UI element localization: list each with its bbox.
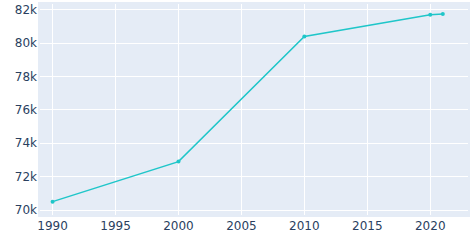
svg-text:2000: 2000 xyxy=(163,219,194,233)
svg-text:2010: 2010 xyxy=(289,219,320,233)
svg-text:2020: 2020 xyxy=(415,219,446,233)
svg-text:76k: 76k xyxy=(15,103,37,117)
svg-text:78k: 78k xyxy=(15,70,37,84)
svg-text:82k: 82k xyxy=(15,3,37,17)
svg-text:2005: 2005 xyxy=(226,219,257,233)
svg-text:1990: 1990 xyxy=(37,219,68,233)
svg-text:72k: 72k xyxy=(15,170,37,184)
svg-text:80k: 80k xyxy=(15,36,37,50)
svg-text:70k: 70k xyxy=(15,203,37,217)
svg-text:1995: 1995 xyxy=(100,219,131,233)
svg-text:74k: 74k xyxy=(15,136,37,150)
svg-text:2015: 2015 xyxy=(352,219,383,233)
